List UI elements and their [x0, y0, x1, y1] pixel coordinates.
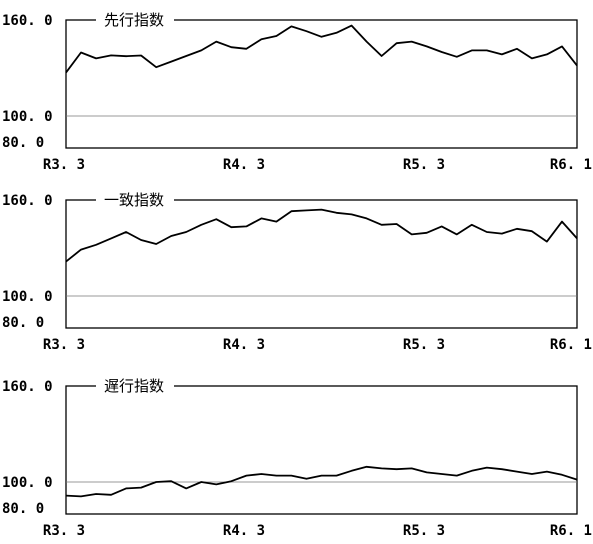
chart-2-frame	[65, 385, 578, 515]
chart-1-x-tick-label: R6. 1	[550, 337, 592, 353]
chart-2-title: 遅行指数	[104, 377, 164, 395]
chart-0-x-tick-label: R3. 3	[43, 157, 85, 173]
chart-1-x-tick-label: R5. 3	[403, 337, 445, 353]
chart-0-y-tick-label: 80. 0	[2, 135, 44, 151]
chart-1-title: 一致指数	[104, 191, 164, 209]
chart-2-x-tick-label: R3. 3	[43, 523, 85, 539]
chart-0-title: 先行指数	[104, 11, 164, 29]
chart-2-y-tick-label: 160. 0	[2, 379, 53, 395]
chart-1-y-tick-label: 160. 0	[2, 193, 53, 209]
chart-2-x-tick-label: R5. 3	[403, 523, 445, 539]
chart-1-series-line	[65, 208, 578, 263]
chart-0-y-tick-label: 100. 0	[2, 109, 53, 125]
chart-2-y-tick-label: 80. 0	[2, 501, 44, 517]
chart-1-y-tick-label: 100. 0	[2, 289, 53, 305]
chart-0-x-tick-label: R4. 3	[223, 157, 265, 173]
chart-0-y-tick-label: 160. 0	[2, 13, 53, 29]
chart-0-title-backing	[96, 10, 174, 30]
chart-2-x-tick-label: R6. 1	[550, 523, 592, 539]
chart-2-title-backing	[96, 376, 174, 396]
chart-1-x-tick-label: R3. 3	[43, 337, 85, 353]
chart-2-series-line	[65, 465, 578, 498]
chart-1-x-tick-label: R4. 3	[223, 337, 265, 353]
chart-1-frame	[65, 199, 578, 329]
chart-1-y-tick-label: 80. 0	[2, 315, 44, 331]
chart-0-frame	[65, 19, 578, 149]
chart-2-x-tick-label: R4. 3	[223, 523, 265, 539]
chart-0-series-line	[65, 24, 578, 74]
chart-2-y-tick-label: 100. 0	[2, 475, 53, 491]
chart-0-x-tick-label: R6. 1	[550, 157, 592, 173]
chart-1-title-backing	[96, 190, 174, 210]
chart-0-x-tick-label: R5. 3	[403, 157, 445, 173]
